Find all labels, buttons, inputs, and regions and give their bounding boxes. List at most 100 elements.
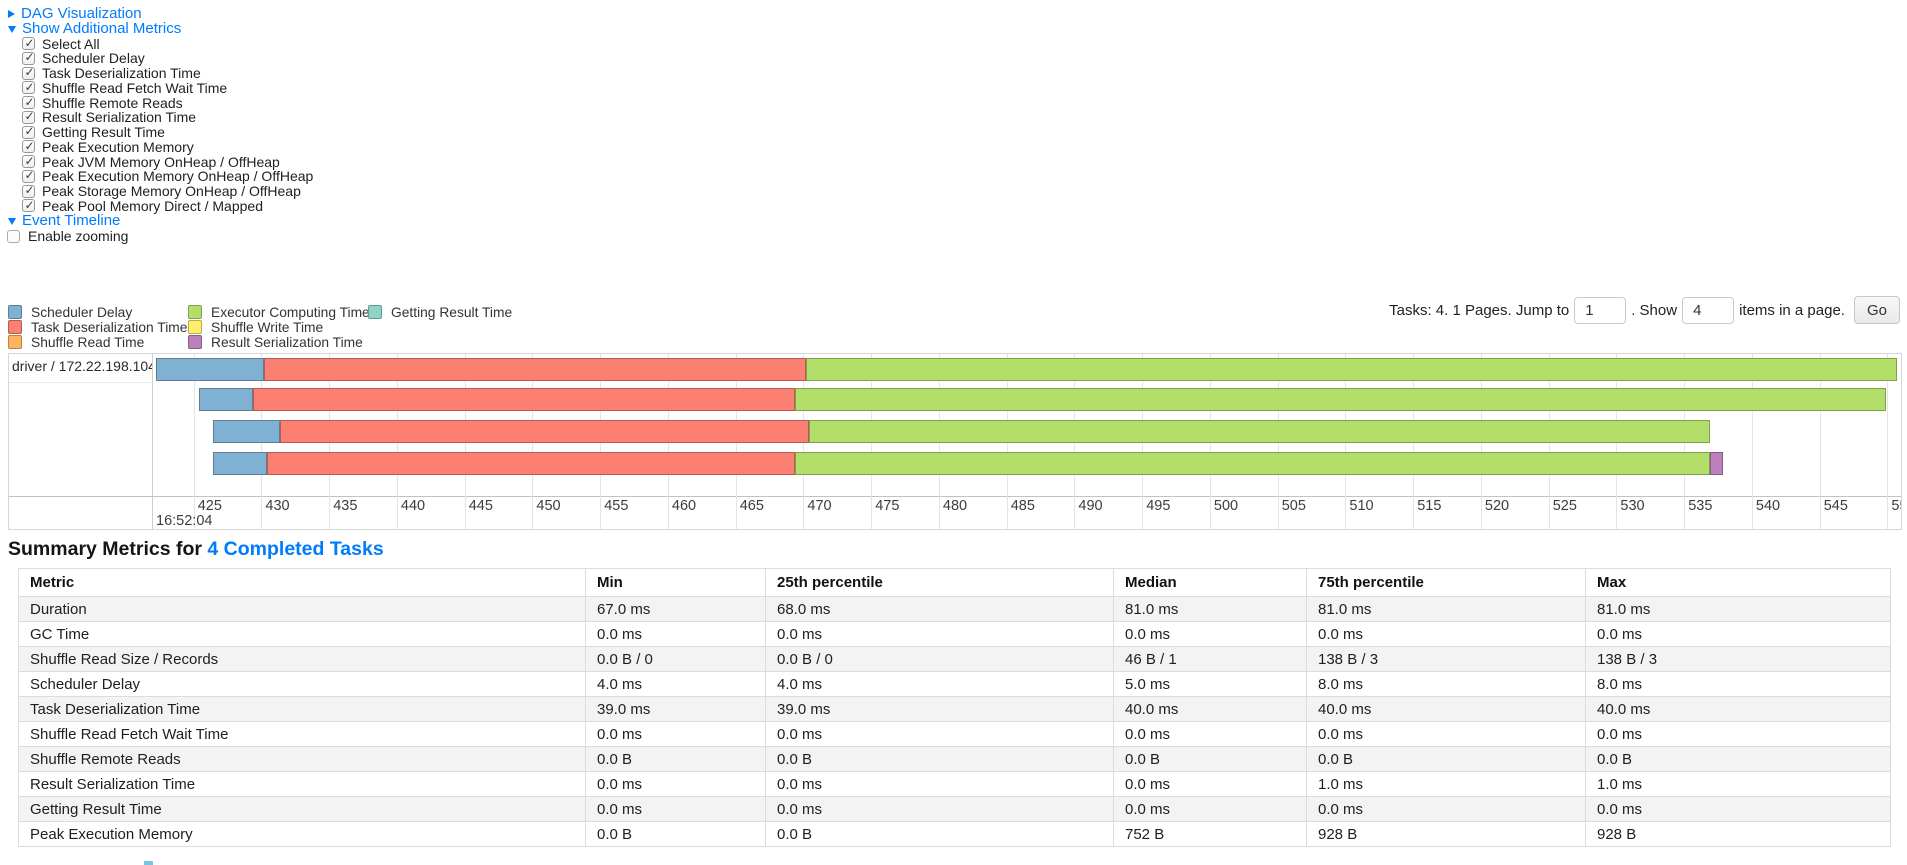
task-bar-segment-executor_computing[interactable]: [806, 358, 1897, 381]
table-cell: 68.0 ms: [765, 596, 1114, 622]
cutoff-element: [144, 861, 153, 865]
items-per-page-input[interactable]: [1682, 296, 1735, 324]
metric-checkbox-shuffle-read-fetch-wait-time[interactable]: Shuffle Read Fetch Wait Time: [22, 79, 228, 96]
chevron-right-icon: [8, 9, 15, 18]
axis-tick-label: 510: [1349, 498, 1374, 514]
table-cell: 0.0 B: [585, 821, 766, 847]
table-cell: Getting Result Time: [18, 796, 586, 822]
metric-checkbox-label: Peak Storage Memory OnHeap / OffHeap: [42, 183, 301, 199]
axis-tick-label: 435: [333, 498, 358, 514]
axis-tick-label: 530: [1620, 498, 1645, 514]
legend-column: Executor Computing Time Shuffle Write Tim…: [188, 305, 370, 350]
table-cell: 0.0 ms: [1585, 621, 1891, 647]
table-row: Duration 67.0 ms 68.0 ms 81.0 ms 81.0 ms 81.0…: [18, 596, 1891, 622]
axis-tick-label: 525: [1552, 498, 1577, 514]
metric-checkbox-peak-jvm-memory-onheap-offheap[interactable]: Peak JVM Memory OnHeap / OffHeap: [22, 154, 280, 170]
event-timeline-chart: driver / 172.22.198.104 425 430 435 440 445 4…: [8, 353, 1902, 530]
go-button[interactable]: Go: [1853, 296, 1900, 324]
table-cell: 0.0 ms: [585, 796, 766, 822]
metric-checkbox-shuffle-remote-reads[interactable]: Shuffle Remote Reads: [22, 94, 183, 111]
task-bar-segment-task_deserialization[interactable]: [280, 420, 809, 443]
checkbox-icon: [22, 140, 35, 154]
task-bar-segment-scheduler_delay[interactable]: [212, 452, 267, 475]
metric-checkbox-scheduler-delay[interactable]: Scheduler Delay: [22, 50, 145, 66]
checkbox-icon: [22, 37, 35, 50]
table-cell: 0.0 B: [765, 821, 1114, 847]
axis-tick-label: 430: [265, 498, 290, 514]
axis-tick-label: 450: [536, 498, 561, 514]
axis-tick-label: 495: [1146, 498, 1171, 514]
table-cell: 0.0 ms: [765, 796, 1114, 822]
table-cell: 8.0 ms: [1306, 671, 1586, 697]
axis-tick-label: 485: [1010, 498, 1035, 514]
metric-checkbox-result-serialization-time[interactable]: Result Serialization Time: [22, 109, 196, 125]
table-cell: 138 B / 3: [1306, 646, 1586, 672]
axis-tick-label: 535: [1688, 498, 1713, 514]
metric-checkbox-peak-storage-memory-onheap-offheap[interactable]: Peak Storage Memory OnHeap / OffHeap: [22, 183, 301, 199]
table-cell: Shuffle Remote Reads: [18, 746, 586, 772]
enable-zooming-label: Enable zooming: [28, 228, 129, 244]
table-cell: 8.0 ms: [1585, 671, 1891, 697]
axis-tick-label: 520: [1484, 498, 1510, 514]
task-bar-segment-executor_computing[interactable]: [795, 452, 1710, 475]
table-row: Shuffle Read Size / Records 0.0 B / 0 0.0 …: [18, 646, 1891, 672]
task-bar-segment-scheduler_delay[interactable]: [199, 388, 254, 411]
metric-checkbox-getting-result-time[interactable]: Getting Result Time: [22, 124, 165, 140]
legend-swatch-icon: [8, 305, 22, 320]
table-cell: 0.0 B: [765, 746, 1114, 772]
table-cell: 4.0 ms: [585, 671, 766, 697]
table-cell: Peak Execution Memory: [18, 821, 586, 847]
enable-zooming-checkbox[interactable]: Enable zooming: [7, 228, 128, 244]
task-bar-segment-scheduler_delay[interactable]: [155, 358, 265, 381]
legend-swatch-icon: [188, 305, 202, 320]
legend-column: Getting Result Time: [368, 305, 512, 320]
table-cell: Task Deserialization Time: [18, 696, 586, 722]
axis-gridline: [1887, 354, 1889, 529]
legend-swatch-icon: [8, 320, 22, 335]
section-link-show-additional-metrics[interactable]: Show Additional Metrics: [8, 20, 181, 37]
axis-tick-label: 505: [1281, 498, 1306, 514]
table-cell: 0.0 B / 0: [585, 646, 766, 672]
legend-item-label: Executor Computing Time: [211, 304, 370, 320]
axis-tick-label: 440: [400, 498, 426, 514]
completed-tasks-link[interactable]: 4 Completed Tasks: [207, 538, 384, 560]
section-link-dag-visualization[interactable]: DAG Visualization: [8, 5, 142, 22]
axis-tick-label: 545: [1823, 498, 1848, 514]
checkbox-icon: [22, 81, 35, 95]
table-row: Getting Result Time 0.0 ms 0.0 ms 0.0 ms 0.0…: [18, 796, 1891, 822]
task-bar-segment-task_deserialization[interactable]: [264, 358, 807, 381]
metric-checkbox-label: Shuffle Remote Reads: [42, 94, 183, 111]
legend-item-label: Shuffle Read Time: [31, 334, 145, 350]
metric-checkbox-peak-execution-memory[interactable]: Peak Execution Memory: [22, 138, 194, 155]
section-link-event-timeline[interactable]: Event Timeline: [8, 212, 120, 229]
metric-checkbox-label: Peak Execution Memory: [42, 138, 194, 155]
axis-tick-label: 460: [671, 498, 697, 514]
legend-swatch-icon: [188, 320, 202, 335]
metric-checkbox-peak-execution-memory-onheap-offheap[interactable]: Peak Execution Memory OnHeap / OffHeap: [22, 168, 313, 184]
metric-checkbox-select-all[interactable]: Select All: [22, 36, 100, 52]
metric-checkbox-peak-pool-memory-direct-mapped[interactable]: Peak Pool Memory Direct / Mapped: [22, 198, 263, 214]
legend-swatch-icon: [188, 334, 202, 349]
task-bar-segment-task_deserialization[interactable]: [266, 452, 796, 475]
table-cell: 40.0 ms: [1306, 696, 1586, 722]
task-bar-segment-executor_computing[interactable]: [808, 420, 1710, 443]
summary-title-prefix: Summary Metrics for: [8, 538, 202, 560]
jump-to-page-input[interactable]: [1574, 296, 1627, 324]
metric-checkbox-label: Shuffle Read Fetch Wait Time: [42, 79, 228, 96]
legend-item-executor_computing: Executor Computing Time: [188, 305, 370, 320]
legend-item-label: Task Deserialization Time: [31, 319, 188, 335]
table-cell: 0.0 B: [1585, 746, 1891, 772]
task-bar-segment-scheduler_delay[interactable]: [212, 420, 281, 443]
checkbox-icon: [22, 110, 35, 124]
table-row: Shuffle Read Fetch Wait Time 0.0 ms 0.0 ms…: [18, 721, 1891, 747]
axis-tick-label: 445: [468, 498, 493, 514]
table-cell: Scheduler Delay: [18, 671, 586, 697]
task-bar-segment-task_deserialization[interactable]: [253, 388, 796, 411]
legend-swatch-icon: [368, 305, 382, 320]
table-cell: 0.0 ms: [765, 621, 1114, 647]
checkbox-icon: [22, 125, 35, 139]
table-cell: 39.0 ms: [765, 696, 1114, 722]
task-bar-segment-result_serialization[interactable]: [1709, 452, 1724, 475]
metric-checkbox-task-deserialization-time[interactable]: Task Deserialization Time: [22, 65, 201, 81]
task-bar-segment-executor_computing[interactable]: [795, 388, 1887, 411]
